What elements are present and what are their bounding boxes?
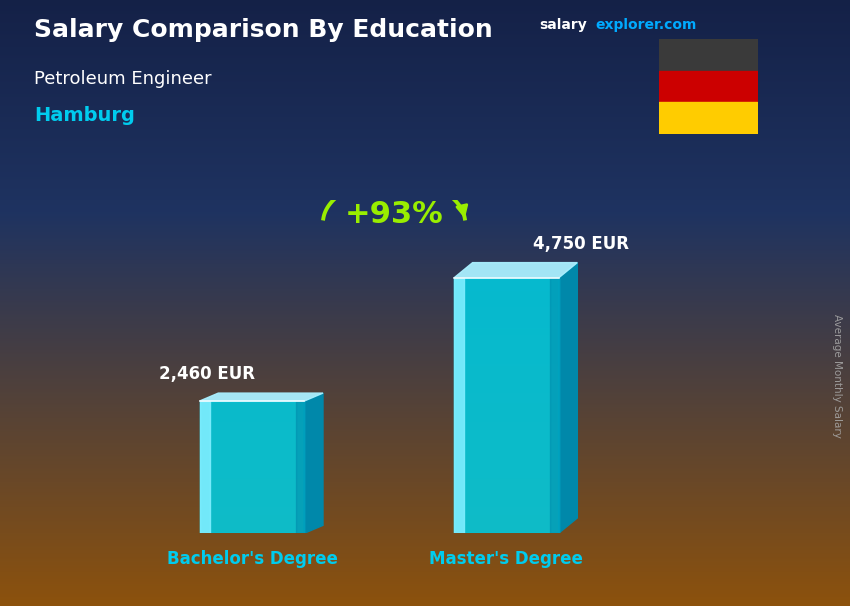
Polygon shape [200, 401, 210, 533]
Text: 2,460 EUR: 2,460 EUR [159, 365, 255, 383]
Text: Salary Comparison By Education: Salary Comparison By Education [34, 18, 493, 42]
Text: +93%: +93% [345, 201, 444, 229]
Polygon shape [200, 393, 323, 401]
Polygon shape [200, 401, 304, 533]
Polygon shape [296, 401, 304, 533]
Polygon shape [454, 262, 577, 278]
Text: explorer.com: explorer.com [595, 18, 696, 32]
Text: Petroleum Engineer: Petroleum Engineer [34, 70, 212, 88]
Text: Hamburg: Hamburg [34, 106, 135, 125]
Polygon shape [558, 262, 577, 533]
Polygon shape [550, 278, 558, 533]
Text: salary: salary [540, 18, 587, 32]
Polygon shape [454, 278, 464, 533]
Polygon shape [304, 393, 323, 533]
Text: Average Monthly Salary: Average Monthly Salary [832, 314, 842, 438]
Polygon shape [454, 278, 558, 533]
Text: 4,750 EUR: 4,750 EUR [533, 235, 629, 253]
